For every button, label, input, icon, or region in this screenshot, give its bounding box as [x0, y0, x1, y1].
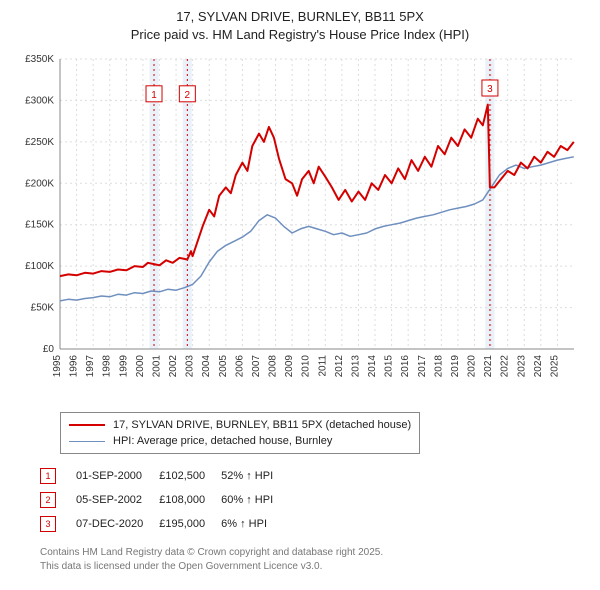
x-tick-label: 1996: [69, 355, 80, 378]
x-tick-label: 2021: [483, 355, 494, 378]
x-tick-label: 2008: [268, 355, 279, 378]
sale-vs-hpi: 60% ↑ HPI: [221, 488, 289, 512]
sale-date: 01-SEP-2000: [76, 464, 159, 488]
x-tick-label: 1995: [52, 355, 63, 378]
sale-marker-id: 2: [185, 90, 191, 101]
x-tick-label: 2024: [533, 355, 544, 378]
sale-marker-cell: 2: [40, 488, 76, 512]
x-tick-label: 2000: [135, 355, 146, 378]
x-tick-label: 2022: [500, 355, 511, 378]
y-tick-label: £300K: [25, 96, 54, 107]
title-line2: Price paid vs. HM Land Registry's House …: [131, 27, 469, 42]
x-tick-label: 2023: [516, 355, 527, 378]
x-tick-label: 2011: [317, 355, 328, 377]
x-tick-label: 2005: [218, 355, 229, 378]
x-tick-label: 1997: [85, 355, 96, 378]
table-row: 1 01-SEP-2000£102,50052% ↑ HPI: [40, 464, 289, 488]
sale-marker-icon: 2: [40, 492, 56, 508]
legend-swatch: [69, 441, 105, 442]
sales-table: 1 01-SEP-2000£102,50052% ↑ HPI 2 05-SEP-200…: [40, 464, 289, 536]
x-tick-label: 2020: [467, 355, 478, 378]
legend-label: HPI: Average price, detached house, Burn…: [113, 435, 332, 447]
sale-date: 05-SEP-2002: [76, 488, 159, 512]
y-tick-label: £0: [43, 344, 55, 355]
sale-price: £102,500: [159, 464, 221, 488]
sale-price: £195,000: [159, 512, 221, 536]
footnote-line2: This data is licensed under the Open Gov…: [40, 561, 322, 572]
footnote-line1: Contains HM Land Registry data © Crown c…: [40, 547, 383, 558]
x-tick-label: 2013: [350, 355, 361, 378]
y-tick-label: £50K: [31, 303, 55, 314]
x-tick-label: 2016: [400, 355, 411, 378]
footnote: Contains HM Land Registry data © Crown c…: [40, 546, 590, 574]
sale-price: £108,000: [159, 488, 221, 512]
x-tick-label: 2018: [433, 355, 444, 378]
y-tick-label: £150K: [25, 220, 54, 231]
x-tick-label: 2002: [168, 355, 179, 378]
legend-item: HPI: Average price, detached house, Burn…: [69, 433, 411, 449]
sale-vs-hpi: 6% ↑ HPI: [221, 512, 289, 536]
x-tick-label: 2004: [201, 355, 212, 378]
x-tick-label: 2025: [549, 355, 560, 378]
sale-marker-icon: 1: [40, 468, 56, 484]
x-tick-label: 2001: [151, 355, 162, 378]
x-tick-label: 2017: [417, 355, 428, 378]
y-tick-label: £250K: [25, 137, 54, 148]
x-tick-label: 2003: [185, 355, 196, 378]
y-tick-label: £200K: [25, 178, 54, 189]
sale-vs-hpi: 52% ↑ HPI: [221, 464, 289, 488]
title-line1: 17, SYLVAN DRIVE, BURNLEY, BB11 5PX: [176, 9, 424, 24]
chart-svg: £0 £50K £100K £150K £200K £250K £300K £350K 1995…: [10, 49, 580, 399]
sale-marker-id: 1: [151, 90, 157, 101]
legend-swatch: [69, 424, 105, 426]
table-row: 3 07-DEC-2020£195,0006% ↑ HPI: [40, 512, 289, 536]
sale-marker-id: 3: [487, 84, 493, 95]
y-tick-label: £350K: [25, 54, 54, 65]
x-tick-label: 2012: [334, 355, 345, 378]
price-chart: £0 £50K £100K £150K £200K £250K £300K £350K 1995…: [10, 49, 590, 404]
legend-item: 17, SYLVAN DRIVE, BURNLEY, BB11 5PX (det…: [69, 417, 411, 433]
x-tick-label: 2015: [384, 355, 395, 378]
legend: 17, SYLVAN DRIVE, BURNLEY, BB11 5PX (det…: [60, 412, 420, 454]
x-tick-label: 2007: [251, 355, 262, 378]
sale-marker-cell: 1: [40, 464, 76, 488]
x-tick-label: 2006: [234, 355, 245, 378]
x-tick-label: 1999: [118, 355, 129, 378]
legend-label: 17, SYLVAN DRIVE, BURNLEY, BB11 5PX (det…: [113, 419, 411, 431]
x-tick-label: 2009: [284, 355, 295, 378]
table-row: 2 05-SEP-2002£108,00060% ↑ HPI: [40, 488, 289, 512]
x-tick-label: 2019: [450, 355, 461, 378]
sale-date: 07-DEC-2020: [76, 512, 159, 536]
x-tick-label: 2010: [301, 355, 312, 378]
y-tick-label: £100K: [25, 261, 54, 272]
chart-title: 17, SYLVAN DRIVE, BURNLEY, BB11 5PX Pric…: [10, 8, 590, 43]
sale-marker-icon: 3: [40, 516, 56, 532]
x-tick-label: 2014: [367, 355, 378, 378]
x-tick-label: 1998: [102, 355, 113, 378]
sale-marker-cell: 3: [40, 512, 76, 536]
